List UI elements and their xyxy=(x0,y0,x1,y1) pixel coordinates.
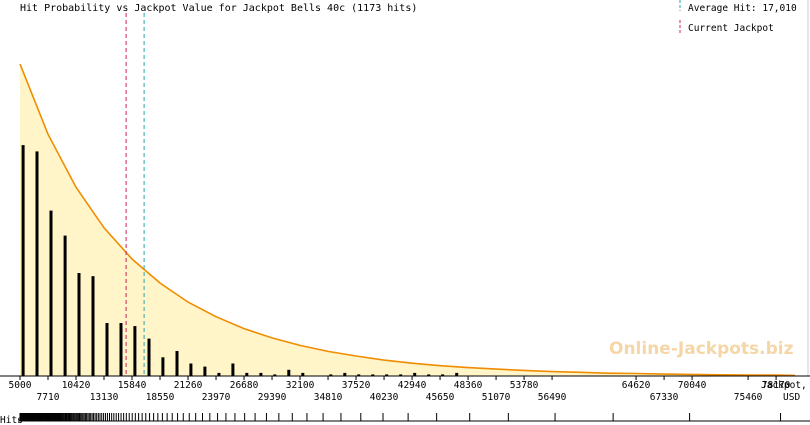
bar xyxy=(120,323,123,376)
x-tick-label: 48360 xyxy=(454,380,483,391)
x-tick-label: 42940 xyxy=(398,380,427,391)
bar xyxy=(133,326,136,376)
x-tick-label: 10420 xyxy=(62,380,91,391)
legend-current-label: Current Jackpot xyxy=(688,23,774,34)
x-tick-label: 64620 xyxy=(622,380,651,391)
x-tick-label: 23970 xyxy=(202,392,231,403)
x-tick-label: 26680 xyxy=(230,380,259,391)
legend-average-label: Average Hit: 17,010 xyxy=(688,3,797,14)
hits-axis-label: Hits xyxy=(0,415,23,425)
x-tick-label: 40230 xyxy=(370,392,399,403)
bar xyxy=(106,323,109,376)
x-tick-label: 7710 xyxy=(37,392,60,403)
x-tick-label: 56490 xyxy=(538,392,567,403)
x-tick-label: 53780 xyxy=(510,380,539,391)
x-tick-label: 70040 xyxy=(678,380,707,391)
bar xyxy=(78,273,81,376)
bar xyxy=(161,357,164,376)
x-tick-label: 75460 xyxy=(734,392,763,403)
x-tick-label: 34810 xyxy=(314,392,343,403)
bar xyxy=(92,276,95,376)
bar xyxy=(287,370,290,376)
bar xyxy=(36,151,39,376)
x-axis-unit: USD xyxy=(783,392,800,403)
x-tick-label: 45650 xyxy=(426,392,455,403)
bar xyxy=(22,145,25,376)
bar xyxy=(176,351,179,376)
chart-legend: Average Hit: 17,010 Current Jackpot xyxy=(680,0,797,34)
bar xyxy=(203,367,206,376)
chart-title: Hit Probability vs Jackpot Value for Jac… xyxy=(20,3,417,14)
watermark: Online-Jackpots.biz xyxy=(609,339,794,359)
x-tick-label: 37520 xyxy=(342,380,371,391)
x-tick-label: 29390 xyxy=(258,392,287,403)
bar xyxy=(148,339,151,376)
bar xyxy=(189,364,192,377)
bar xyxy=(50,211,53,376)
x-tick-label: 15840 xyxy=(118,380,147,391)
x-axis-ticks: 5000 10420 15840 21260 26680 32100 37520 42940 4… xyxy=(9,376,791,403)
x-tick-label: 21260 xyxy=(174,380,203,391)
x-tick-label: 13130 xyxy=(90,392,119,403)
x-tick-label: 67330 xyxy=(650,392,679,403)
x-tick-label: 32100 xyxy=(286,380,315,391)
x-tick-label: 18550 xyxy=(146,392,175,403)
bar xyxy=(64,236,67,376)
bar xyxy=(231,364,234,377)
x-tick-label: 51070 xyxy=(482,392,511,403)
x-axis-label: Jackpot, xyxy=(761,380,807,391)
hits-strip xyxy=(20,413,781,421)
x-tick-label: 5000 xyxy=(9,380,32,391)
